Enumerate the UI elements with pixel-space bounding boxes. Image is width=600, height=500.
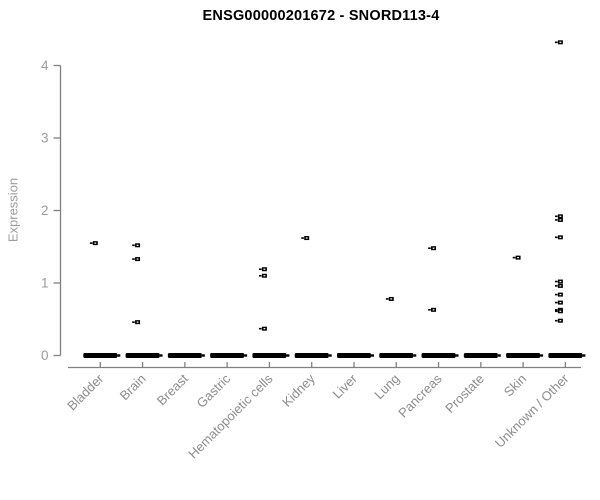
data-point-left-nub [554,309,558,311]
zero-expression-bar-nub [286,354,290,357]
data-point-left-nub [301,237,304,239]
y-tick-label: 3 [41,131,49,146]
data-point-center [559,285,562,287]
data-point-left-nub [385,298,389,300]
zero-expression-bar [336,353,371,358]
x-category-label: Bladder [64,371,107,414]
y-tick-label: 1 [41,276,49,291]
data-point-left-nub [428,247,431,249]
data-point-center [263,268,266,270]
zero-expression-bar-nub [159,354,163,357]
zero-expression-bar [506,353,541,358]
y-axis-label: Expression [5,177,21,243]
data-point-center [263,275,266,277]
data-point-left-nub [132,244,135,247]
data-point-center [559,41,562,43]
x-category-label: Breast [154,371,191,408]
data-point-center [136,258,139,260]
data-point-left-nub [512,256,516,259]
x-category-label: Unknown / Other [492,371,572,451]
zero-expression-bar [463,353,498,358]
zero-expression-bar-nub [244,354,248,357]
zero-expression-bar-nub [370,354,374,357]
data-point-left-nub [89,242,93,244]
data-point-left-nub [259,327,262,330]
data-point-left-nub [554,310,558,313]
data-point-left-nub [132,321,135,323]
zero-expression-bar-nub [201,354,205,357]
y-tick-label: 4 [41,58,49,73]
data-point-left-nub [554,280,558,283]
x-category-label: Brain [117,371,149,403]
x-category-label: Lung [371,371,402,402]
data-point-center [432,247,435,249]
zero-expression-bar [167,353,202,358]
x-category-label: Skin [501,371,529,399]
y-tick-label: 2 [41,203,49,218]
data-point-center [305,237,308,239]
data-point-left-nub [554,301,558,304]
data-point-center [94,242,97,244]
data-point-left-nub [554,293,558,296]
zero-expression-bar [252,353,287,358]
data-point-center [517,257,519,259]
x-category-label: Gastric [194,371,234,411]
data-point-center [136,244,139,246]
zero-expression-bar-nub [497,354,501,357]
data-point-left-nub [554,219,558,221]
data-point-left-nub [554,236,558,239]
zero-expression-bar [294,353,329,358]
data-point-center [559,215,562,217]
data-point-left-nub [554,41,558,44]
data-point-center [559,294,562,296]
data-point-center [559,301,562,304]
y-tick-label: 0 [41,348,49,363]
x-category-label: Prostate [442,371,487,416]
zero-expression-bar [548,353,583,358]
zero-expression-bar-nub [413,354,417,357]
data-point-left-nub [554,215,558,218]
data-point-left-nub [554,319,558,322]
data-point-center [390,298,393,300]
chart-title: ENSG00000201672 - SNORD113-4 [202,8,440,24]
zero-expression-bar [379,353,414,358]
data-point-center [559,219,562,221]
data-point-center [136,321,139,323]
x-category-label: Kidney [279,371,318,410]
zero-expression-bar-nub [540,354,544,357]
zero-expression-bar-nub [582,354,586,357]
data-point-left-nub [554,285,558,287]
zero-expression-bar [421,353,456,358]
x-category-label: Liver [330,371,361,402]
data-point-center [432,309,435,311]
data-point-left-nub [428,309,431,311]
zero-expression-bar-nub [455,354,459,357]
zero-expression-bar-nub [328,354,332,357]
data-point-center [263,328,266,330]
data-point-left-nub [259,268,262,271]
data-point-center [559,236,562,238]
data-point-center [559,310,562,312]
data-point-center [559,280,562,283]
zero-expression-bar-nub [117,354,121,357]
zero-expression-bar [125,353,160,358]
data-point-left-nub [259,274,262,277]
x-category-label: Pancreas [395,371,445,421]
data-point-center [559,320,562,322]
zero-expression-bar [210,353,245,358]
zero-expression-bar [83,353,118,358]
data-point-left-nub [132,258,135,260]
